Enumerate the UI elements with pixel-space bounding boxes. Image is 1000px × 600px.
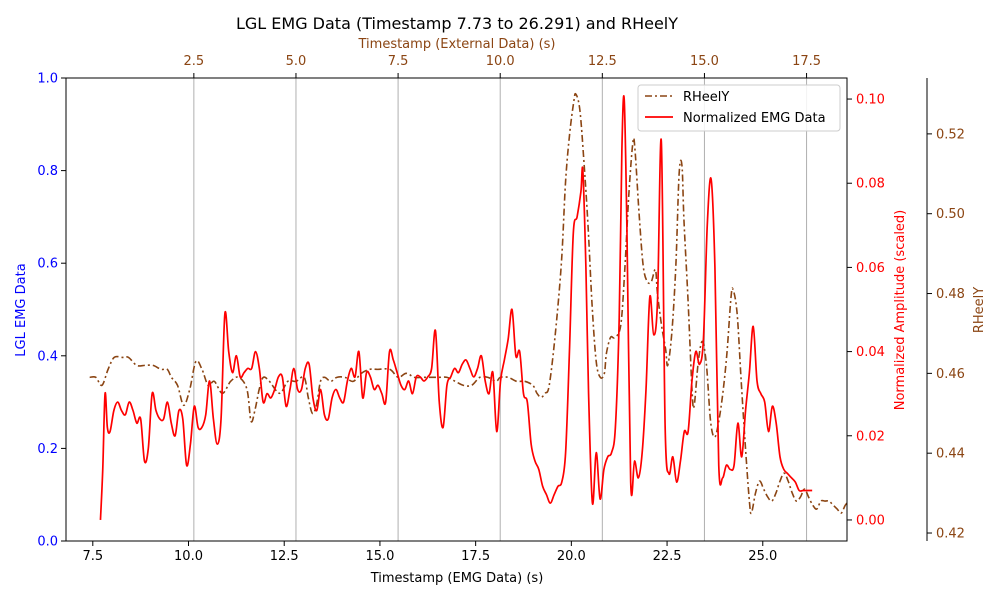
rheel-axis-tick-label: 0.42 bbox=[936, 527, 965, 542]
bottom-axis-tick-label: 12.5 bbox=[270, 549, 299, 564]
left-axis-tick-label: 1.0 bbox=[37, 72, 58, 87]
rheel-axis-tick-label: 0.50 bbox=[936, 207, 965, 222]
top-axis-tick-label: 2.5 bbox=[184, 54, 205, 69]
left-axis-tick-label: 0.4 bbox=[37, 349, 58, 364]
rheel-axis-label: RHeelY bbox=[972, 287, 987, 333]
emg-axis-label: Normalized Amplitude (scaled) bbox=[893, 210, 908, 411]
legend-label-emg: Normalized EMG Data bbox=[683, 111, 826, 126]
emg-series-layer bbox=[99, 95, 813, 520]
rheel-axis-tick-label: 0.48 bbox=[936, 287, 965, 302]
top-axis-tick-label: 15.0 bbox=[690, 54, 719, 69]
rheel-series-line bbox=[89, 92, 847, 515]
emg-series-line bbox=[99, 95, 813, 520]
legend-box bbox=[637, 84, 841, 132]
left-axis-tick-label: 0.2 bbox=[37, 442, 58, 457]
emg-axis-tick-label: 0.10 bbox=[856, 93, 885, 108]
rheel-axis-tick-label: 0.52 bbox=[936, 127, 965, 142]
left-axis-label: LGL EMG Data bbox=[14, 263, 29, 356]
bottom-axis-tick-label: 17.5 bbox=[461, 549, 490, 564]
top-axis-tick-label: 17.5 bbox=[792, 54, 821, 69]
chart-title: LGL EMG Data (Timestamp 7.73 to 26.291) … bbox=[236, 14, 678, 33]
top-axis-tick-label: 12.5 bbox=[588, 54, 617, 69]
left-axis-tick-label: 0.6 bbox=[37, 257, 58, 272]
legend-label-rheel: RHeelY bbox=[683, 90, 729, 105]
top-axis-tick-label: 10.0 bbox=[486, 54, 515, 69]
bottom-axis-tick-label: 10.0 bbox=[174, 549, 203, 564]
bottom-axis-tick-label: 20.0 bbox=[557, 549, 586, 564]
rheel-axis-tick-label: 0.44 bbox=[936, 447, 965, 462]
rheel-axis-tick-label: 0.46 bbox=[936, 367, 965, 382]
axes-layer: 2.5 5.0 7.5 10.0 12.5 15.0 17.5 7.5 10.0 12.5 15.0… bbox=[37, 54, 965, 564]
top-axis-tick-label: 7.5 bbox=[388, 54, 409, 69]
bottom-axis-tick-label: 25.0 bbox=[748, 549, 777, 564]
bottom-axis-tick-label: 15.0 bbox=[365, 549, 394, 564]
legend: RHeelY Normalized EMG Data bbox=[637, 84, 841, 132]
bottom-axis-tick-label: 7.5 bbox=[82, 549, 103, 564]
plot-frame bbox=[65, 77, 848, 542]
emg-axis-tick-label: 0.04 bbox=[856, 345, 885, 360]
rheel-series-layer bbox=[89, 92, 847, 515]
emg-axis-tick-label: 0.00 bbox=[856, 513, 885, 528]
left-axis-tick-label: 0.8 bbox=[37, 164, 58, 179]
top-axis-label: Timestamp (External Data) (s) bbox=[358, 37, 556, 52]
bottom-axis-tick-label: 22.5 bbox=[653, 549, 682, 564]
emg-axis-tick-label: 0.06 bbox=[856, 261, 885, 276]
left-axis-tick-label: 0.0 bbox=[37, 535, 58, 550]
emg-axis-tick-label: 0.08 bbox=[856, 177, 885, 192]
bottom-axis-label: Timestamp (EMG Data) (s) bbox=[370, 571, 544, 586]
top-axis-tick-label: 5.0 bbox=[286, 54, 307, 69]
emg-axis-tick-label: 0.02 bbox=[856, 429, 885, 444]
